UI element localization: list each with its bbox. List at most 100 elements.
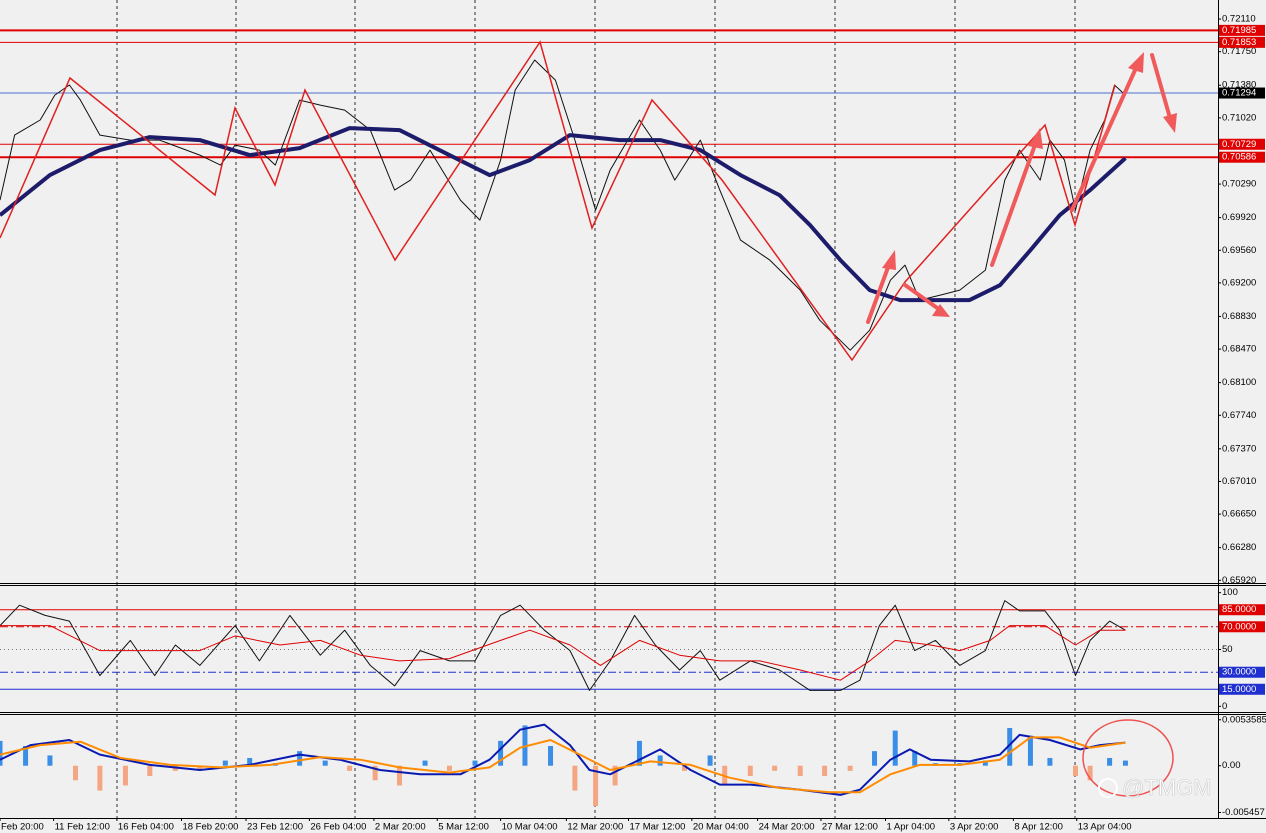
y-tick-label: 0 (1222, 701, 1227, 712)
histogram-bar (872, 751, 878, 766)
histogram-bar (572, 765, 578, 791)
arrow (1150, 53, 1172, 120)
histogram-bar (1047, 758, 1053, 766)
histogram-bar (1072, 765, 1078, 776)
histogram-bar (772, 765, 778, 771)
zigzag (0, 40, 1116, 362)
y-tick-label: 0.0053585 (1222, 714, 1266, 725)
series-line (0, 126, 1127, 303)
series-line (0, 59, 1126, 351)
watermark: @TMGM (1122, 775, 1212, 800)
level-label-bg (1219, 24, 1265, 36)
histogram-bar (982, 760, 988, 766)
x-tick-label: 17 Mar 12:00 (629, 822, 685, 833)
histogram-bar (97, 765, 103, 791)
y-tick-label: 0.68470 (1222, 344, 1256, 355)
arrow (866, 260, 892, 324)
histogram-bar (498, 740, 504, 766)
histogram-bar (222, 760, 228, 766)
level-label: 70.0000 (1222, 621, 1256, 632)
y-tick-label: 0.71380 (1222, 80, 1256, 91)
histogram-bar (657, 755, 663, 766)
arrow-head (1163, 113, 1177, 133)
histogram-bar (122, 765, 128, 786)
arrow (1070, 66, 1138, 212)
histogram-bar (147, 765, 153, 776)
x-tick-label: 18 Feb 20:00 (182, 822, 238, 833)
level-label: 0.71294 (1222, 88, 1256, 99)
histogram-bar (682, 765, 688, 771)
level-label-bg (1219, 138, 1265, 150)
y-tick-label: 0.69200 (1222, 277, 1256, 288)
x-tick-label: 20 Mar 04:00 (693, 822, 749, 833)
histogram-bar (1107, 758, 1113, 766)
histogram-bar (1087, 765, 1093, 781)
histogram-bar (322, 760, 328, 766)
level-label: 0.70729 (1222, 139, 1256, 150)
histogram-bar (297, 751, 303, 766)
level-label: 15.0000 (1222, 684, 1256, 695)
level-label: 0.70586 (1222, 152, 1256, 163)
histogram-bar (397, 765, 403, 786)
x-tick-label: 26 Feb 04:00 (310, 822, 366, 833)
y-tick-label: 0.68100 (1222, 377, 1256, 388)
x-tick-label: 13 Apr 04:00 (1078, 822, 1132, 833)
level-label-bg (1219, 666, 1265, 678)
y-tick-label: 0.67370 (1222, 443, 1256, 454)
y-tick-label: 0.65920 (1222, 575, 1256, 586)
histogram-bar (636, 740, 642, 766)
arrow-head (1128, 52, 1144, 73)
histogram-bar (747, 765, 753, 776)
histogram-bar (847, 765, 853, 771)
y-tick-label: 0.00 (1222, 760, 1241, 771)
histogram-bar (422, 760, 428, 766)
y-tick-label: 0.70290 (1222, 179, 1256, 190)
x-tick-label: 10 Mar 04:00 (502, 822, 558, 833)
arrow (990, 140, 1038, 267)
series-line (0, 736, 1126, 794)
histogram-bar (1027, 735, 1033, 766)
level-label-bg (1219, 87, 1265, 99)
histogram-bar (912, 751, 918, 766)
histogram-bar (197, 765, 203, 771)
x-tick-label: 24 Mar 20:00 (759, 822, 815, 833)
y-tick-label: -0.005457 (1222, 807, 1265, 818)
x-tick-label: 8 Apr 12:00 (1014, 822, 1063, 833)
x-tick-label: 11 Feb 12:00 (55, 822, 110, 833)
y-tick-label: 0.66280 (1222, 542, 1256, 553)
histogram-bar (347, 765, 353, 771)
annotations (0, 40, 1177, 797)
y-tick-label: 0.71750 (1222, 46, 1256, 57)
x-tick-label: 16 Feb 04:00 (118, 822, 174, 833)
level-label-bg (1219, 621, 1265, 633)
y-tick-label: 100 (1222, 587, 1238, 598)
y-tick-label: 0.71020 (1222, 112, 1256, 123)
x-tick-label: 12 Mar 20:00 (567, 822, 623, 833)
y-tick-label: 0.68830 (1222, 311, 1256, 322)
histogram-bar (593, 765, 599, 806)
x-tick-label: 3 Apr 20:00 (950, 822, 999, 833)
y-tick-label: 0.72110 (1222, 14, 1256, 25)
histogram-bar (548, 746, 554, 766)
y-tick-label: 0.67010 (1222, 476, 1256, 487)
level-label: 0.71985 (1222, 25, 1256, 36)
arrows (866, 52, 1177, 324)
highlight-circle (1082, 719, 1174, 797)
x-tick-label: 27 Mar 12:00 (822, 822, 878, 833)
series-line (0, 600, 1126, 691)
histogram-bar (797, 765, 803, 776)
arrow-head (1028, 128, 1043, 149)
histogram-bar (73, 765, 79, 781)
x-tick-label: 1 Apr 04:00 (886, 822, 935, 833)
y-tick-label: 0.66650 (1222, 509, 1256, 520)
histogram-bar (247, 758, 253, 766)
histogram-bar (372, 765, 378, 781)
y-tick-label: 0.69560 (1222, 245, 1256, 256)
histogram-bar (47, 755, 53, 766)
series-line (0, 625, 1126, 681)
histogram-bar (446, 765, 452, 771)
x-tick-label: 5 Mar 12:00 (438, 822, 489, 833)
